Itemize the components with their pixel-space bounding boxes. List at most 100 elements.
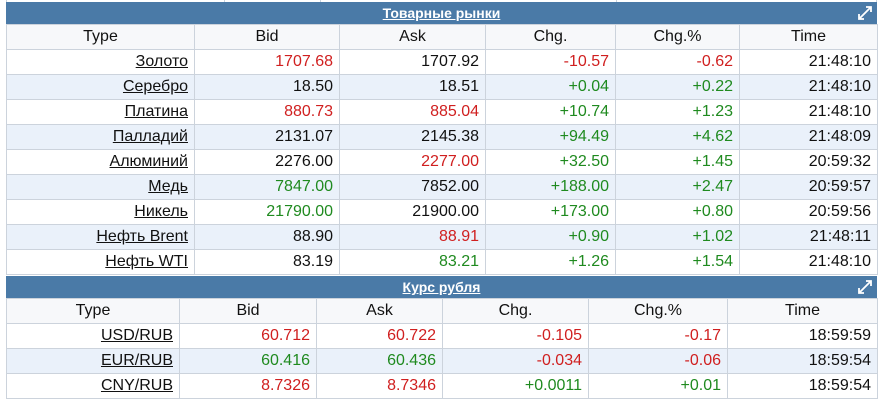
change-value: +0.04 xyxy=(485,74,616,100)
instrument-cell: Золото xyxy=(6,49,195,75)
rub-table: Type Bid Ask Chg. Chg.% Time USD/RUB 60.7… xyxy=(6,298,878,399)
instrument-cell: Платина xyxy=(6,99,195,125)
rub-title-link[interactable]: Курс рубля xyxy=(402,279,481,295)
change-percent-value: -0.06 xyxy=(588,348,728,374)
change-percent-value: +1.02 xyxy=(615,224,740,250)
time-value: 21:48:10 xyxy=(739,99,878,125)
ask-value: 885.04 xyxy=(339,99,486,125)
instrument-link[interactable]: Серебро xyxy=(122,78,188,95)
bid-value: 880.73 xyxy=(194,99,340,125)
instrument-link[interactable]: Алюминий xyxy=(109,153,188,170)
change-value: +94.49 xyxy=(485,124,616,150)
instrument-link[interactable]: Золото xyxy=(135,53,188,70)
change-percent-value: -0.17 xyxy=(588,323,728,349)
change-percent-value: +4.62 xyxy=(615,124,740,150)
bid-value: 8.7326 xyxy=(179,373,317,399)
instrument-link[interactable]: Медь xyxy=(148,178,188,195)
top-edge-strip xyxy=(0,0,883,2)
ask-value: 21900.00 xyxy=(339,199,486,225)
change-percent-value: +1.23 xyxy=(615,99,740,125)
change-value: -10.57 xyxy=(485,49,616,75)
change-percent-value: -0.62 xyxy=(615,49,740,75)
table-row: CNY/RUB 8.7326 8.7346 +0.0011 +0.01 18:59:54 xyxy=(6,373,878,399)
column-header: Time xyxy=(739,24,878,50)
column-header: Ask xyxy=(339,24,486,50)
table-row: Никель 21790.00 21900.00 +173.00 +0.80 20:59:… xyxy=(6,199,878,225)
change-percent-value: +0.22 xyxy=(615,74,740,100)
change-value: -0.105 xyxy=(442,323,589,349)
table-row: EUR/RUB 60.416 60.436 -0.034 -0.06 18:59:54 xyxy=(6,348,878,374)
column-header: Time xyxy=(727,298,878,324)
rub-header-bar: Курс рубля xyxy=(6,276,877,298)
expand-arrow-icon[interactable] xyxy=(858,6,872,20)
instrument-cell: EUR/RUB xyxy=(6,348,180,374)
column-header: Type xyxy=(6,24,195,50)
time-value: 20:59:32 xyxy=(739,149,878,175)
change-value: +1.26 xyxy=(485,249,616,275)
table-row: Палладий 2131.07 2145.38 +94.49 +4.62 21:48:0… xyxy=(6,124,878,150)
table-row: Алюминий 2276.00 2277.00 +32.50 +1.45 20:59:3… xyxy=(6,149,878,175)
column-header: Chg. xyxy=(485,24,616,50)
table-row: Серебро 18.50 18.51 +0.04 +0.22 21:48:10 xyxy=(6,74,878,100)
bid-value: 18.50 xyxy=(194,74,340,100)
table-row: Нефть Brent 88.90 88.91 +0.90 +1.02 21:48:11 xyxy=(6,224,878,250)
time-value: 21:48:10 xyxy=(739,74,878,100)
instrument-cell: USD/RUB xyxy=(6,323,180,349)
instrument-link[interactable]: EUR/RUB xyxy=(100,352,173,369)
ask-value: 2277.00 xyxy=(339,149,486,175)
ask-value: 7852.00 xyxy=(339,174,486,200)
bid-value: 7847.00 xyxy=(194,174,340,200)
time-value: 21:48:10 xyxy=(739,49,878,75)
instrument-link[interactable]: Палладий xyxy=(112,128,188,145)
instrument-link[interactable]: Нефть WTI xyxy=(105,253,188,270)
table-row: Платина 880.73 885.04 +10.74 +1.23 21:48:10 xyxy=(6,99,878,125)
ask-value: 60.722 xyxy=(316,323,443,349)
commodities-table: Type Bid Ask Chg. Chg.% Time Золото 1707.… xyxy=(6,24,878,275)
bid-value: 60.416 xyxy=(179,348,317,374)
commodities-panel: Товарные рынки Type Bid Ask Chg. Chg.% T… xyxy=(6,2,878,275)
table-row: Медь 7847.00 7852.00 +188.00 +2.47 20:59:57 xyxy=(6,174,878,200)
expand-arrow-icon[interactable] xyxy=(858,280,872,294)
table-row: Нефть WTI 83.19 83.21 +1.26 +1.54 21:48:10 xyxy=(6,249,878,275)
column-header: Ask xyxy=(316,298,443,324)
ask-value: 1707.92 xyxy=(339,49,486,75)
table-row: Золото 1707.68 1707.92 -10.57 -0.62 21:48:10 xyxy=(6,49,878,75)
instrument-link[interactable]: Нефть Brent xyxy=(96,228,188,245)
change-percent-value: +0.01 xyxy=(588,373,728,399)
commodities-header-bar: Товарные рынки xyxy=(6,2,877,24)
time-value: 18:59:54 xyxy=(727,348,878,374)
instrument-cell: Серебро xyxy=(6,74,195,100)
ask-value: 60.436 xyxy=(316,348,443,374)
bid-value: 1707.68 xyxy=(194,49,340,75)
time-value: 18:59:54 xyxy=(727,373,878,399)
time-value: 18:59:59 xyxy=(727,323,878,349)
column-header: Bid xyxy=(194,24,340,50)
instrument-link[interactable]: Платина xyxy=(124,103,188,120)
column-header: Chg.% xyxy=(588,298,728,324)
instrument-cell: Алюминий xyxy=(6,149,195,175)
column-header: Type xyxy=(6,298,180,324)
time-value: 20:59:57 xyxy=(739,174,878,200)
rub-rates-panel: Курс рубля Type Bid Ask Chg. Chg.% Time … xyxy=(6,276,878,399)
change-percent-value: +1.54 xyxy=(615,249,740,275)
column-header: Chg.% xyxy=(615,24,740,50)
ask-value: 8.7346 xyxy=(316,373,443,399)
instrument-link[interactable]: Никель xyxy=(134,203,188,220)
bid-value: 21790.00 xyxy=(194,199,340,225)
change-value: -0.034 xyxy=(442,348,589,374)
commodities-title-link[interactable]: Товарные рынки xyxy=(382,5,501,21)
time-value: 21:48:10 xyxy=(739,249,878,275)
change-value: +188.00 xyxy=(485,174,616,200)
instrument-link[interactable]: USD/RUB xyxy=(100,327,173,344)
rub-header-row: Type Bid Ask Chg. Chg.% Time xyxy=(6,298,878,324)
instrument-cell: Никель xyxy=(6,199,195,225)
time-value: 21:48:09 xyxy=(739,124,878,150)
bid-value: 83.19 xyxy=(194,249,340,275)
instrument-cell: Нефть WTI xyxy=(6,249,195,275)
time-value: 21:48:11 xyxy=(739,224,878,250)
instrument-cell: CNY/RUB xyxy=(6,373,180,399)
change-value: +0.0011 xyxy=(442,373,589,399)
column-header: Bid xyxy=(179,298,317,324)
instrument-link[interactable]: CNY/RUB xyxy=(100,377,173,394)
instrument-cell: Медь xyxy=(6,174,195,200)
